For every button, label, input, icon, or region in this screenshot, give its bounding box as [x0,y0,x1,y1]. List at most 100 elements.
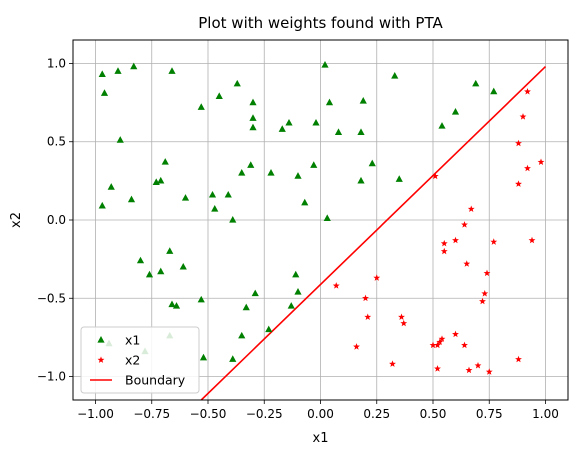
x1-point [130,62,138,70]
data-points [98,61,545,375]
x2-point [436,338,444,345]
x2-point [431,172,439,180]
x1-point [357,128,365,135]
x2-point [440,239,448,247]
x-tick-label: −1.00 [77,407,114,421]
x2-point [400,319,408,327]
chart-title: Plot with weights found with PTA [198,14,443,32]
x1-point [325,98,334,106]
x1-point [116,136,124,143]
x2-point [515,355,522,363]
x1-point [285,118,293,126]
x1-point [451,108,460,115]
y-axis-ticks: −1.0 −0.5 0.0 0.5 1.0 [37,56,73,384]
x2-point [461,221,468,228]
x1-point [233,79,241,87]
legend-label: Boundary [125,373,186,388]
x2-point [434,365,441,372]
legend: x1 x2 Boundary [80,326,200,394]
x-tick-label: −0.25 [246,407,283,421]
legend-x1-marker [97,336,105,343]
x1-point [294,172,302,179]
x1-point [238,169,246,176]
x2-point [332,282,340,289]
legend-x2-marker [97,356,105,363]
x2-point [364,313,372,320]
x2-point [440,247,448,255]
x1-point [208,190,217,198]
x1-point [168,300,176,308]
x1-point [179,262,187,270]
x1-point [490,87,498,95]
x2-point [463,260,471,267]
x1-point [211,205,219,212]
x2-point [438,335,446,342]
x-axis-ticks: −1.00 −0.75 −0.50 −0.25 0.00 0.25 0.50 0.75 1.00 [77,400,559,421]
x1-point [395,175,403,182]
x-tick-label: 0.75 [476,407,503,421]
x2-point [434,341,441,349]
x2-point [483,269,491,277]
grid-lines [73,40,568,400]
x2-point [528,236,536,244]
x-tick-label: −0.50 [190,407,227,421]
x2-point [479,297,486,305]
x1-point [247,161,255,168]
y-tick-label: 1.0 [47,56,66,70]
x2-point [373,274,381,281]
x1-point [152,178,160,186]
x1-point [242,303,250,311]
x2-point [398,313,405,320]
x2-point [389,360,396,367]
x1-point [472,79,480,87]
x2-point [524,164,531,172]
x2-point [474,361,482,369]
x1-point [98,201,106,209]
legend-box [80,326,200,394]
x2-point [452,330,459,338]
x1-point [199,353,208,361]
y-axis-label: x2 [9,212,24,228]
x1-point [294,288,302,295]
x1-point [323,214,331,222]
x1-point [181,194,190,201]
x1-point [100,89,109,96]
x2-point [429,341,437,349]
x2-point [537,158,545,165]
x1-point [238,331,246,339]
y-tick-label: 0.0 [47,213,66,227]
x1-point [359,97,367,104]
x1-point [249,98,257,106]
x-tick-label: −0.75 [133,407,170,421]
x1-point [157,267,165,275]
x2-point [485,368,493,375]
x1-point [391,72,399,79]
x1-point [161,158,169,165]
x2-point [481,289,489,297]
legend-label: x2 [125,353,140,368]
x1-point [265,325,273,333]
x1-point [251,289,259,297]
x2-point [515,180,522,187]
x2-point [515,139,522,147]
x1-point [249,114,257,121]
x1-point [249,123,257,131]
x2-point [353,343,360,350]
boundary-series [200,66,547,400]
y-tick-label: 0.5 [47,135,66,149]
x1-point [267,169,275,176]
boundary-line [200,66,547,400]
x1-point [98,70,106,78]
x2-point [461,341,468,349]
x1-point [301,198,309,206]
x2-point [465,366,473,374]
x2-point [524,88,531,95]
x1-point [438,122,446,129]
x1-point [229,216,237,223]
x1-point [168,67,176,74]
x1-point [229,355,237,362]
x2-point [362,294,369,302]
x-axis-label: x1 [313,431,329,446]
x1-point [310,161,318,168]
